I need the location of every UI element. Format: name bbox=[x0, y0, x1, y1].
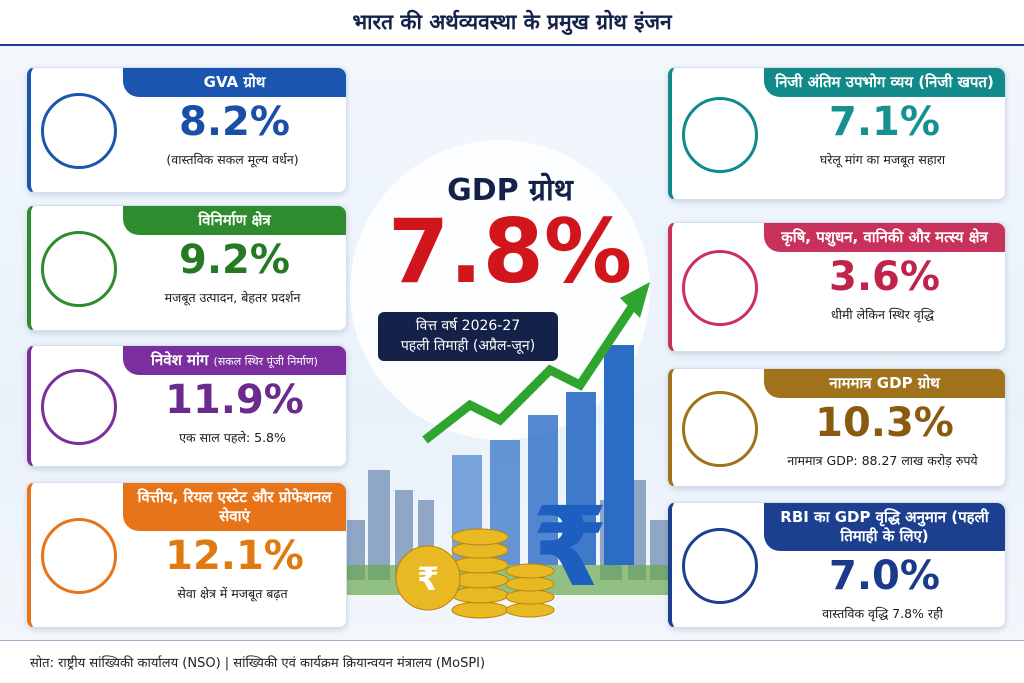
card-title: GVA ग्रोथ bbox=[123, 68, 346, 97]
card: नाममात्र GDP ग्रोथ 10.3% नाममात्र GDP: 88.… bbox=[668, 368, 1006, 487]
card-value: 10.3% bbox=[815, 400, 954, 446]
card-subtitle: (वास्तविक सकल मूल्य वर्धन) bbox=[166, 152, 299, 167]
card-title: निवेश मांग (सकल स्थिर पूंजी निर्माण) bbox=[123, 346, 346, 375]
card: RBI का GDP वृद्धि अनुमान (पहली तिमाही के… bbox=[668, 502, 1006, 628]
card-title-text: निजी अंतिम उपभोग व्यय (निजी खपत) bbox=[775, 73, 994, 91]
icon bbox=[41, 231, 117, 307]
icon bbox=[41, 369, 117, 445]
icon bbox=[682, 528, 758, 604]
gdp-value: 7.8% bbox=[387, 200, 633, 303]
period-line: वित्त वर्ष 2026-27 bbox=[415, 318, 521, 334]
title: भारत की अर्थव्यवस्था के प्रमुख ग्रोथ इंज… bbox=[352, 10, 672, 34]
card-title-text: GVA ग्रोथ bbox=[203, 73, 266, 91]
card: निजी अंतिम उपभोग व्यय (निजी खपत) 7.1% घरेल… bbox=[668, 67, 1006, 200]
card-value: 11.9% bbox=[165, 377, 304, 423]
coin-rupee: ₹ bbox=[417, 560, 439, 598]
icon bbox=[682, 96, 758, 173]
arrow-head bbox=[620, 282, 650, 318]
coins bbox=[395, 528, 555, 619]
card-title: कृषि, पशुधन, वानिकी और मत्स्य क्षेत्र bbox=[764, 223, 1005, 252]
card-subtitle: मजबूत उत्पादन, बेहतर प्रदर्शन bbox=[164, 290, 301, 305]
card-title-text: कृषि, पशुधन, वानिकी और मत्स्य क्षेत्र bbox=[781, 228, 988, 246]
icon bbox=[41, 93, 117, 169]
card-title-text: RBI का GDP वृद्धि अनुमान (पहली तिमाही के… bbox=[780, 508, 989, 545]
card-title: वित्तीय, रियल एस्टेट और प्रोफेशनल सेवाएं bbox=[123, 483, 346, 531]
card-title-text: विनिर्माण क्षेत्र bbox=[198, 211, 271, 229]
card-title: विनिर्माण क्षेत्र bbox=[123, 206, 346, 235]
card-value: 7.1% bbox=[829, 99, 940, 145]
card-title-text: निवेश मांग bbox=[151, 351, 209, 369]
card-title: RBI का GDP वृद्धि अनुमान (पहली तिमाही के… bbox=[764, 503, 1005, 551]
card-subtitle: एक साल पहले: 5.8% bbox=[179, 430, 286, 445]
icon bbox=[41, 518, 117, 594]
card-title-note: (सकल स्थिर पूंजी निर्माण) bbox=[213, 355, 318, 368]
card-subtitle: घरेलू मांग का मजबूत सहारा bbox=[819, 152, 946, 167]
card-title: नाममात्र GDP ग्रोथ bbox=[764, 369, 1005, 398]
header: भारत की अर्थव्यवस्था के प्रमुख ग्रोथ इंज… bbox=[0, 0, 1024, 46]
card: कृषि, पशुधन, वानिकी और मत्स्य क्षेत्र 3.6… bbox=[668, 222, 1006, 352]
gdp-label: GDP ग्रोथ bbox=[447, 173, 573, 208]
card-value: 7.0% bbox=[829, 553, 940, 599]
period-box: वित्त वर्ष 2026-27 पहली तिमाही (अप्रैल-ज… bbox=[378, 312, 558, 361]
footer: सोत: राष्ट्रीय सांख्यिकी कार्यालय (NSO) … bbox=[0, 640, 1024, 683]
card-subtitle: वास्तविक वृद्धि 7.8% रही bbox=[822, 606, 943, 621]
center: GDP ग्रोथ 7.8% वित्त वर्ष 2026-27 पहली त… bbox=[330, 130, 670, 630]
card-subtitle: धीमी लेकिन स्थिर वृद्धि bbox=[831, 307, 934, 322]
card: GVA ग्रोथ 8.2% (वास्तविक सकल मूल्य वर्धन) bbox=[27, 67, 347, 193]
source: सोत: राष्ट्रीय सांख्यिकी कार्यालय (NSO) … bbox=[30, 656, 486, 671]
card-title: निजी अंतिम उपभोग व्यय (निजी खपत) bbox=[764, 68, 1005, 97]
card-value: 12.1% bbox=[165, 533, 304, 579]
center-disc bbox=[350, 140, 650, 440]
card: वित्तीय, रियल एस्टेट और प्रोफेशनल सेवाएं… bbox=[27, 482, 347, 628]
card-value: 3.6% bbox=[829, 254, 940, 300]
growth-arrow bbox=[422, 292, 644, 444]
card-subtitle: सेवा क्षेत्र में मजबूत बढ़त bbox=[177, 586, 288, 601]
icon bbox=[682, 250, 758, 326]
card: विनिर्माण क्षेत्र 9.2% मजबूत उत्पादन, बेहत… bbox=[27, 205, 347, 331]
card-value: 9.2% bbox=[179, 237, 290, 283]
icon bbox=[682, 390, 758, 467]
period-line: पहली तिमाही (अप्रैल-जून) bbox=[400, 338, 536, 355]
card-title-text: नाममात्र GDP ग्रोथ bbox=[829, 374, 940, 392]
card-title-text: वित्तीय, रियल एस्टेट और प्रोफेशनल सेवाएं bbox=[137, 488, 332, 525]
card: निवेश मांग (सकल स्थिर पूंजी निर्माण) 11.9… bbox=[27, 345, 347, 467]
card-subtitle: नाममात्र GDP: 88.27 लाख करोड़ रुपये bbox=[787, 453, 978, 468]
card-value: 8.2% bbox=[179, 99, 290, 145]
